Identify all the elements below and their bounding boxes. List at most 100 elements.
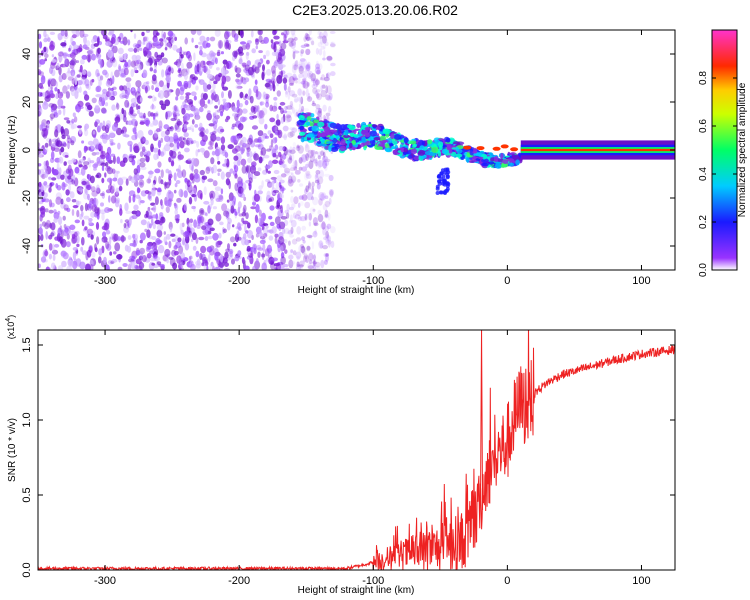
noise-blob — [136, 59, 142, 65]
noise-blob — [316, 182, 321, 190]
noise-blob — [197, 149, 200, 153]
noise-blob — [84, 79, 90, 87]
noise-blob — [160, 131, 167, 138]
band-blob — [361, 136, 367, 142]
noise-blob — [157, 140, 162, 149]
noise-blob — [163, 231, 166, 235]
noise-blob — [312, 230, 318, 238]
noise-blob — [279, 193, 284, 199]
noise-blob — [299, 59, 303, 68]
noise-blob — [105, 154, 112, 162]
noise-blob — [245, 230, 249, 234]
noise-blob — [40, 185, 44, 193]
noise-blob — [242, 142, 247, 148]
noise-blob — [264, 232, 268, 237]
noise-blob — [326, 223, 332, 230]
noise-blob — [210, 89, 216, 95]
noise-blob — [110, 195, 117, 204]
noise-blob — [314, 158, 318, 167]
noise-blob — [170, 160, 175, 167]
colorbar-tick-label: 0.4 — [698, 167, 709, 181]
noise-blob — [124, 219, 130, 223]
noise-blob — [212, 112, 217, 117]
noise-blob — [195, 149, 199, 157]
noise-blob — [183, 139, 190, 145]
noise-blob — [240, 146, 244, 155]
noise-blob — [86, 184, 91, 191]
noise-blob — [205, 68, 211, 75]
noise-blob — [70, 59, 75, 65]
band-blob — [330, 129, 337, 133]
noise-blob — [96, 187, 101, 194]
noise-blob — [135, 266, 140, 270]
noise-blob — [330, 62, 336, 67]
noise-blob — [294, 98, 298, 103]
noise-blob — [191, 205, 196, 210]
noise-blob — [315, 104, 321, 110]
band-hotspot — [500, 144, 509, 149]
noise-blob — [164, 200, 171, 207]
noise-blob — [95, 208, 100, 217]
noise-blob — [56, 137, 61, 147]
noise-blob — [49, 44, 55, 51]
noise-blob — [267, 170, 271, 174]
noise-blob — [191, 157, 197, 166]
band-blob — [345, 145, 349, 149]
noise-blob — [101, 165, 105, 171]
noise-blob — [146, 81, 150, 85]
noise-blob — [184, 147, 190, 153]
noise-blob — [217, 168, 222, 172]
noise-blob — [39, 71, 44, 77]
noise-blob — [330, 240, 335, 248]
band-blob — [368, 123, 373, 127]
noise-blob — [220, 67, 226, 75]
noise-blob — [105, 240, 110, 250]
noise-blob — [165, 142, 172, 147]
noise-blob — [65, 189, 70, 196]
noise-blob — [301, 105, 305, 112]
noise-blob — [43, 198, 50, 203]
band-blob — [400, 139, 405, 143]
noise-blob — [108, 131, 115, 138]
noise-blob — [67, 84, 70, 90]
noise-blob — [46, 267, 51, 270]
noise-blob — [272, 189, 280, 194]
noise-blob — [95, 94, 102, 98]
noise-blob — [231, 135, 237, 143]
noise-blob — [206, 36, 210, 42]
noise-blob — [121, 107, 124, 115]
noise-blob — [149, 250, 154, 255]
noise-blob — [241, 165, 247, 174]
band-blob — [317, 128, 325, 132]
noise-blob — [255, 38, 259, 43]
noise-blob — [275, 181, 280, 191]
noise-blob — [130, 60, 137, 68]
noise-blob — [91, 204, 97, 213]
noise-blob — [250, 206, 257, 210]
noise-blob — [261, 180, 264, 188]
noise-blob — [140, 200, 145, 204]
noise-blob — [110, 87, 114, 92]
noise-blob — [153, 112, 159, 117]
noise-blob — [66, 197, 71, 203]
noise-blob — [49, 113, 56, 119]
noise-blob — [140, 250, 144, 260]
noise-blob — [262, 169, 268, 175]
noise-blob — [69, 62, 75, 70]
noise-blob — [146, 151, 151, 156]
noise-blob — [271, 192, 277, 196]
noise-blob — [217, 172, 220, 176]
noise-blob — [271, 226, 277, 234]
noise-blob — [64, 30, 68, 37]
noise-blob — [227, 254, 234, 260]
noise-blob — [85, 251, 89, 261]
noise-blob — [39, 59, 46, 65]
noise-blob — [143, 112, 146, 119]
noise-blob — [144, 86, 148, 94]
noise-blob — [93, 134, 97, 139]
noise-blob — [287, 178, 294, 187]
noise-blob — [305, 65, 310, 70]
noise-blob — [156, 224, 164, 231]
noise-blob — [308, 221, 312, 227]
noise-blob — [236, 99, 240, 109]
